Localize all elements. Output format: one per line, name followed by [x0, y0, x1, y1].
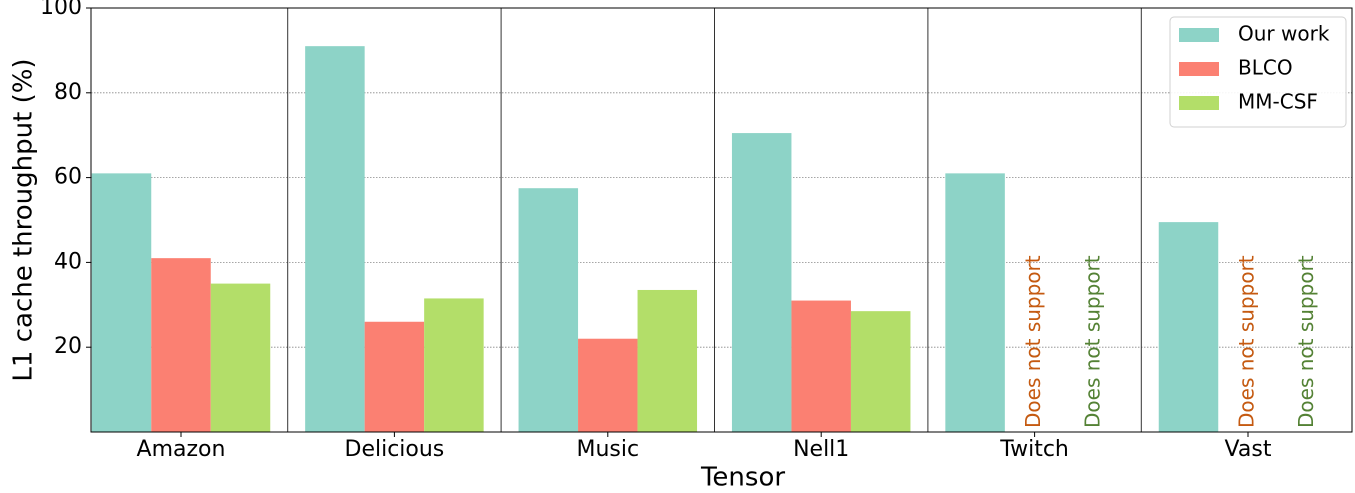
- value-label: Does not support: [1294, 255, 1318, 428]
- legend-label: MM-CSF: [1238, 90, 1318, 114]
- y-tick-label: 40: [54, 249, 82, 274]
- x-tick-label: Delicious: [345, 437, 445, 462]
- y-tick-label: 80: [54, 80, 82, 105]
- value-label: Does not support: [1235, 255, 1259, 428]
- bar: [364, 321, 425, 432]
- x-tick-label: Vast: [1225, 437, 1272, 462]
- bar: [1158, 222, 1219, 432]
- bar: [637, 289, 698, 432]
- bar: [791, 300, 851, 432]
- legend-swatch: [1179, 96, 1219, 110]
- x-axis-label: Tensor: [700, 463, 785, 493]
- bar: [518, 188, 579, 432]
- y-tick-label: 20: [54, 334, 82, 359]
- y-tick-label: 60: [54, 165, 82, 190]
- bar: [424, 298, 484, 432]
- x-tick-label: Amazon: [137, 437, 226, 462]
- bar: [850, 311, 911, 432]
- legend-swatch: [1179, 62, 1219, 76]
- y-axis-label: L1 cache throughput (%): [9, 58, 39, 381]
- bar: [151, 258, 211, 432]
- plot-frame: [90, 7, 1353, 433]
- x-tick-label: Music: [576, 437, 639, 462]
- value-label: Does not support: [1081, 255, 1105, 428]
- bar: [578, 338, 638, 432]
- legend-label: Our work: [1238, 22, 1330, 46]
- bar: [210, 283, 271, 432]
- value-label: Does not support: [1021, 255, 1045, 428]
- y-tick-label: 100: [40, 0, 82, 20]
- bar: [945, 173, 1005, 433]
- legend-swatch: [1179, 28, 1219, 42]
- bar: [305, 46, 365, 432]
- x-tick-label: Nell1: [793, 437, 849, 462]
- legend-label: BLCO: [1238, 56, 1293, 80]
- bar: [731, 133, 792, 432]
- bar: [91, 173, 152, 433]
- x-tick-label: Twitch: [999, 437, 1069, 462]
